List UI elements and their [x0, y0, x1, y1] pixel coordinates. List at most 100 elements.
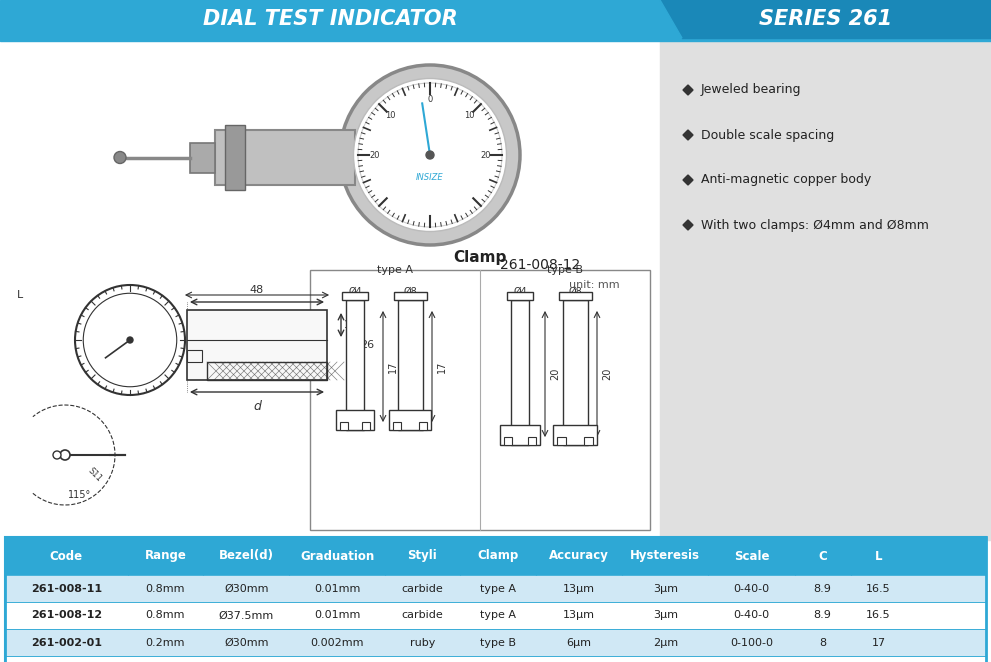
Text: 10: 10 [385, 111, 395, 120]
Text: 0: 0 [427, 95, 433, 104]
Text: 261-002-01: 261-002-01 [31, 638, 102, 647]
Bar [5, 575, 986, 602]
Circle shape [127, 337, 133, 343]
Bar [187, 350, 202, 362]
Text: Anti-magnetic copper body: Anti-magnetic copper body [701, 173, 871, 187]
Text: 0-40-0: 0-40-0 [733, 583, 770, 594]
Text: Ø8: Ø8 [403, 287, 417, 297]
Text: 20: 20 [602, 368, 612, 380]
Bar [363, 422, 370, 430]
Text: 0.8mm: 0.8mm [146, 610, 185, 620]
Text: 0.2mm: 0.2mm [146, 638, 185, 647]
Text: Jeweled bearing: Jeweled bearing [701, 83, 802, 97]
Text: type A: type A [480, 583, 516, 594]
Text: type A: type A [480, 610, 516, 620]
Polygon shape [683, 130, 693, 140]
Bar [310, 270, 650, 530]
Text: With two clamps: Ø4mm and Ø8mm: With two clamps: Ø4mm and Ø8mm [701, 218, 929, 232]
Circle shape [53, 451, 61, 459]
Text: Ø30mm: Ø30mm [224, 583, 269, 594]
Text: Scale: Scale [733, 549, 769, 563]
Bar [397, 300, 422, 430]
Bar [0, 38, 660, 540]
Bar [393, 422, 401, 430]
Bar [225, 125, 245, 190]
Bar [336, 410, 374, 430]
Text: 6μm: 6μm [567, 638, 592, 647]
Text: 18: 18 [344, 320, 356, 330]
Bar [504, 437, 512, 445]
Text: type A: type A [377, 265, 413, 275]
Text: 17: 17 [388, 360, 398, 373]
Text: Graduation: Graduation [300, 549, 375, 563]
Text: 261-008-12: 261-008-12 [499, 258, 580, 272]
Text: 3μm: 3μm [653, 610, 678, 620]
Text: L: L [17, 290, 23, 300]
Text: Code: Code [50, 549, 83, 563]
Bar [5, 602, 986, 629]
Text: 16.5: 16.5 [866, 583, 891, 594]
Polygon shape [683, 85, 693, 95]
Text: Hysteresis: Hysteresis [630, 549, 701, 563]
Bar [511, 300, 529, 445]
Text: 0.002mm: 0.002mm [310, 638, 364, 647]
Text: C: C [819, 549, 827, 563]
Bar [5, 537, 986, 662]
Text: Accuracy: Accuracy [549, 549, 608, 563]
Text: 261-008-12: 261-008-12 [31, 610, 102, 620]
Bar [0, 0, 991, 38]
Text: Double scale spacing: Double scale spacing [701, 128, 834, 142]
Text: 0.8mm: 0.8mm [146, 583, 185, 594]
Bar [5, 537, 986, 575]
Bar [190, 142, 215, 173]
Bar [5, 629, 986, 656]
Bar [553, 425, 597, 445]
Text: Ø30mm: Ø30mm [224, 638, 269, 647]
Bar [418, 422, 427, 430]
Circle shape [114, 152, 126, 164]
Bar [340, 422, 348, 430]
Circle shape [354, 79, 506, 232]
Bar [563, 300, 588, 445]
Text: DIAL TEST INDICATOR: DIAL TEST INDICATOR [202, 9, 458, 29]
Text: L: L [875, 549, 882, 563]
Text: Clamp: Clamp [453, 250, 506, 265]
Text: Ø4: Ø4 [513, 287, 527, 297]
Text: 8.9: 8.9 [814, 610, 831, 620]
Text: 17: 17 [437, 360, 447, 373]
Text: Bezel(d): Bezel(d) [219, 549, 274, 563]
Text: 0.01mm: 0.01mm [314, 583, 361, 594]
Bar [507, 292, 533, 300]
Polygon shape [683, 175, 693, 185]
Bar [0, 38, 991, 41]
Text: 2μm: 2μm [653, 638, 678, 647]
Text: ruby: ruby [409, 638, 435, 647]
Bar [346, 300, 364, 430]
Text: 0-40-0: 0-40-0 [733, 610, 770, 620]
Text: 10: 10 [464, 111, 475, 120]
Circle shape [60, 450, 70, 460]
Text: 13μm: 13μm [563, 610, 595, 620]
Text: 115°: 115° [68, 490, 91, 500]
Text: Ø37.5mm: Ø37.5mm [219, 610, 274, 620]
Text: 261-008-11: 261-008-11 [31, 583, 102, 594]
Text: 20: 20 [369, 150, 380, 160]
Text: carbide: carbide [401, 610, 443, 620]
Text: INSIZE: INSIZE [416, 173, 444, 182]
Bar [5, 537, 986, 662]
Text: 13μm: 13μm [563, 583, 595, 594]
Text: type B: type B [480, 638, 516, 647]
Bar [342, 292, 368, 300]
Polygon shape [660, 0, 991, 38]
Text: 8.9: 8.9 [814, 583, 831, 594]
Polygon shape [660, 0, 682, 38]
Bar [528, 437, 536, 445]
Text: 26: 26 [360, 340, 375, 350]
Bar [207, 362, 327, 380]
Bar [559, 292, 592, 300]
Text: Clamp: Clamp [478, 549, 518, 563]
Text: type B: type B [547, 265, 583, 275]
Bar [215, 130, 355, 185]
Text: S11: S11 [86, 466, 104, 484]
Text: 48: 48 [250, 285, 265, 295]
